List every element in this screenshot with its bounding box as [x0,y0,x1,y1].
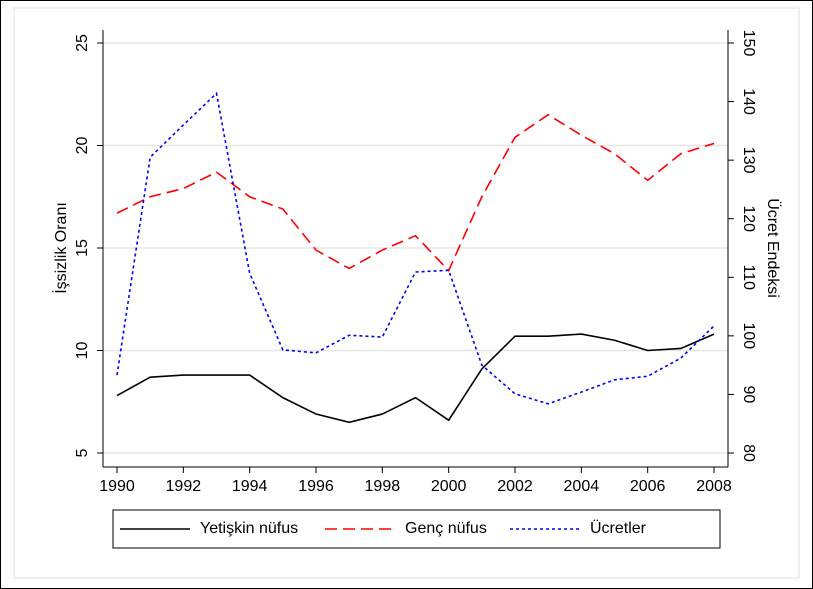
x-tick-label: 2004 [564,478,600,495]
x-tick-label: 1992 [166,478,202,495]
x-tick-label: 2008 [696,478,732,495]
y-tick-label: 25 [74,34,91,52]
y-tick-label: 10 [74,342,91,360]
legend-label: Genç nüfus [405,520,487,537]
y2-tick-label: 140 [740,88,757,115]
y-tick-label: 15 [74,239,91,257]
y-axis-label: İşsizlik Oranı [51,202,70,294]
y2-axis-label: Ücret Endeksi [764,198,782,298]
series-line [116,91,715,405]
x-tick-label: 1996 [298,478,334,495]
legend-label: Yetişkin nüfus [200,520,298,537]
x-tick-label: 1990 [99,478,135,495]
x-tick-label: 1994 [232,478,268,495]
x-tick-label: 2000 [431,478,467,495]
legend [112,509,721,549]
y2-tick-label: 110 [740,265,757,291]
y2-tick-label: 130 [740,147,757,174]
y-tick-label: 20 [74,137,91,155]
y2-tick-label: 100 [740,323,757,350]
y2-tick-label: 80 [740,444,757,462]
y2-tick-label: 120 [740,205,757,232]
x-tick-label: 2002 [497,478,533,495]
y-tick-label: 5 [74,448,91,457]
y2-tick-label: 90 [740,386,757,404]
x-tick-label: 2006 [630,478,666,495]
x-tick-label: 1998 [365,478,401,495]
legend-label: Ücretler [590,519,647,537]
y2-tick-label: 150 [740,30,757,57]
series-line [116,113,715,272]
series-line [116,333,715,424]
